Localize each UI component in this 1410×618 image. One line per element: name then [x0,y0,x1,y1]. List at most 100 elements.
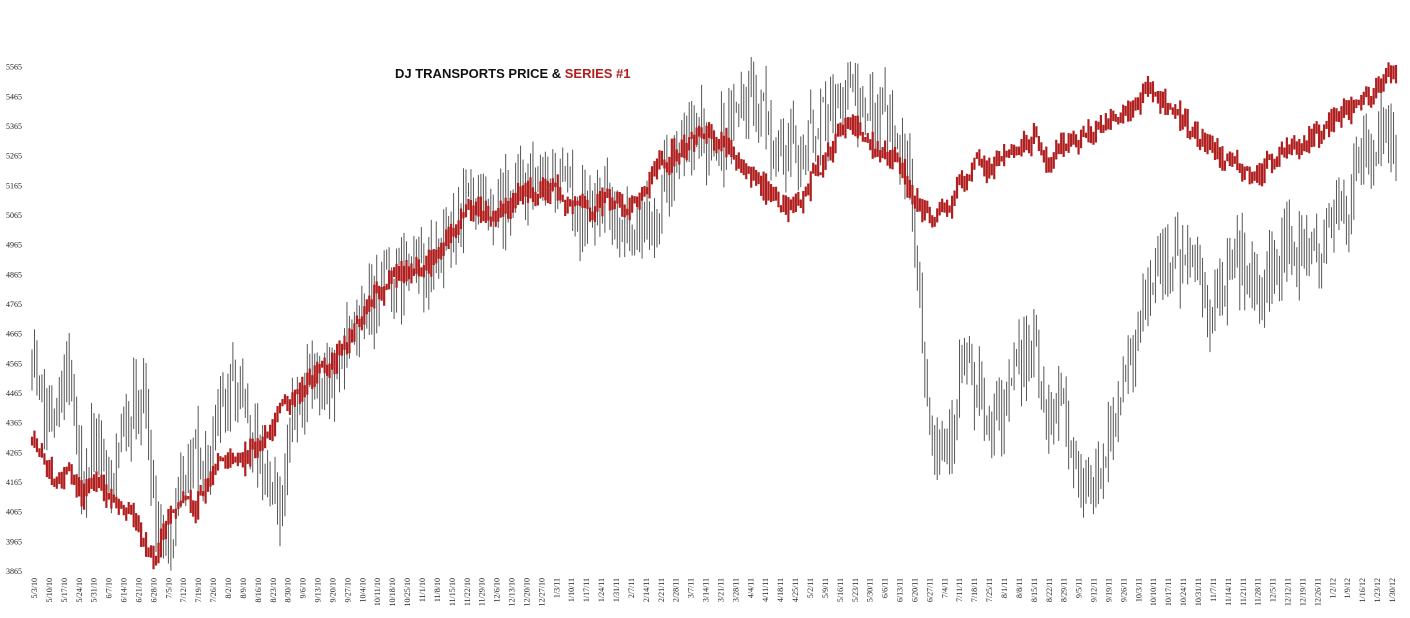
x-tick-label: 3/28/11 [731,578,740,602]
x-tick-label: 12/27/10 [537,578,546,606]
x-tick-label: 6/7/10 [105,578,114,598]
x-tick-label: 4/25/11 [791,578,800,602]
x-tick-label: 11/1/10 [418,578,427,602]
x-tick-label: 9/6/10 [299,578,308,598]
y-tick-label: 4365 [6,419,22,428]
x-axis: 5/3/10 5/10/10 5/17/10 5/24/10 5/31/10 6/7/10… [30,578,1397,606]
x-tick-label: 1/23/12 [1373,578,1382,602]
x-tick-label: 9/20/10 [328,578,337,602]
x-tick-label: 2/7/11 [627,578,636,598]
x-tick-label: 10/11/10 [373,578,382,606]
x-tick-label: 1/3/11 [552,578,561,598]
series-one-bars [30,62,1398,570]
x-tick-label: 7/19/10 [194,578,203,602]
x-tick-label: 12/12/11 [1284,578,1293,606]
x-tick-label: 5/9/11 [821,578,830,598]
x-tick-label: 6/21/10 [134,578,143,602]
x-tick-label: 9/12/11 [1090,578,1099,602]
x-tick-label: 5/24/10 [75,578,84,602]
x-tick-label: 1/10/11 [567,578,576,602]
x-tick-label: 8/30/10 [284,578,293,602]
x-tick-label: 4/11/11 [761,578,770,602]
x-tick-label: 8/29/11 [1060,578,1069,602]
x-tick-label: 4/18/11 [776,578,785,602]
x-tick-label: 3/21/11 [716,578,725,602]
x-tick-label: 12/19/11 [1298,578,1307,606]
x-tick-label: 4/4/11 [746,578,755,598]
x-tick-label: 8/9/10 [239,578,248,598]
x-tick-label: 11/22/10 [463,578,472,606]
x-tick-label: 1/17/11 [582,578,591,602]
x-tick-label: 2/14/11 [642,578,651,602]
x-tick-label: 11/7/11 [1209,578,1218,602]
y-tick-label: 4665 [6,330,22,339]
x-tick-label: 11/21/11 [1239,578,1248,606]
x-tick-label: 11/8/10 [433,578,442,602]
x-tick-label: 5/31/10 [90,578,99,602]
x-tick-label: 11/14/11 [1224,578,1233,606]
x-tick-label: 6/6/11 [881,578,890,598]
x-tick-label: 5/3/10 [30,578,39,598]
x-tick-label: 10/10/11 [1149,578,1158,606]
x-tick-label: 12/20/10 [522,578,531,606]
x-tick-label: 6/28/10 [149,578,158,602]
x-tick-label: 10/24/11 [1179,578,1188,606]
x-tick-label: 7/11/11 [955,578,964,602]
x-tick-label: 10/17/11 [1164,578,1173,606]
x-tick-label: 3/7/11 [687,578,696,598]
y-tick-label: 5365 [6,122,22,131]
y-tick-label: 4165 [6,478,22,487]
x-tick-label: 1/2/12 [1328,578,1337,598]
x-tick-label: 11/29/10 [478,578,487,606]
x-tick-label: 1/30/12 [1388,578,1397,602]
x-tick-label: 5/10/10 [45,578,54,602]
y-tick-label: 3965 [6,537,22,546]
x-tick-label: 9/19/11 [1104,578,1113,602]
y-tick-label: 4565 [6,359,22,368]
x-tick-label: 2/21/11 [657,578,666,602]
x-tick-label: 7/26/10 [209,578,218,602]
y-tick-label: 3865 [6,567,22,576]
x-tick-label: 6/27/11 [925,578,934,602]
x-tick-label: 5/30/11 [866,578,875,602]
x-tick-label: 7/18/11 [970,578,979,602]
x-tick-label: 11/15/10 [448,578,457,606]
x-tick-label: 9/5/11 [1075,578,1084,598]
x-tick-label: 6/13/11 [896,578,905,602]
x-tick-label: 5/17/10 [60,578,69,602]
x-tick-label: 8/8/11 [1015,578,1024,598]
y-tick-label: 5465 [6,92,22,101]
y-tick-label: 4765 [6,300,22,309]
y-tick-label: 4965 [6,241,22,250]
x-tick-label: 10/31/11 [1194,578,1203,606]
x-tick-label: 1/16/12 [1358,578,1367,602]
y-tick-label: 5565 [6,63,22,72]
x-tick-label: 1/24/11 [597,578,606,602]
x-tick-label: 5/16/11 [836,578,845,602]
x-tick-label: 3/14/11 [702,578,711,602]
x-tick-label: 10/18/10 [388,578,397,606]
x-tick-label: 9/26/11 [1119,578,1128,602]
x-tick-label: 8/23/10 [269,578,278,602]
x-tick-label: 10/3/11 [1134,578,1143,602]
x-tick-label: 1/31/11 [612,578,621,602]
x-tick-label: 8/16/10 [254,578,263,602]
x-tick-label: 9/27/10 [343,578,352,602]
x-tick-label: 8/1/11 [1000,578,1009,598]
x-tick-label: 12/13/10 [508,578,517,606]
x-tick-label: 8/15/11 [1030,578,1039,602]
x-tick-label: 6/14/10 [120,578,129,602]
x-tick-label: 8/2/10 [224,578,233,598]
x-tick-label: 10/4/10 [358,578,367,602]
x-tick-label: 8/22/11 [1045,578,1054,602]
y-tick-label: 4465 [6,389,22,398]
x-tick-label: 12/6/10 [493,578,502,602]
x-tick-label: 12/26/11 [1313,578,1322,606]
y-tick-label: 5265 [6,152,22,161]
x-tick-label: 6/20/11 [910,578,919,602]
x-tick-label: 7/5/10 [164,578,173,598]
x-tick-label: 7/4/11 [940,578,949,598]
x-tick-label: 5/23/11 [851,578,860,602]
